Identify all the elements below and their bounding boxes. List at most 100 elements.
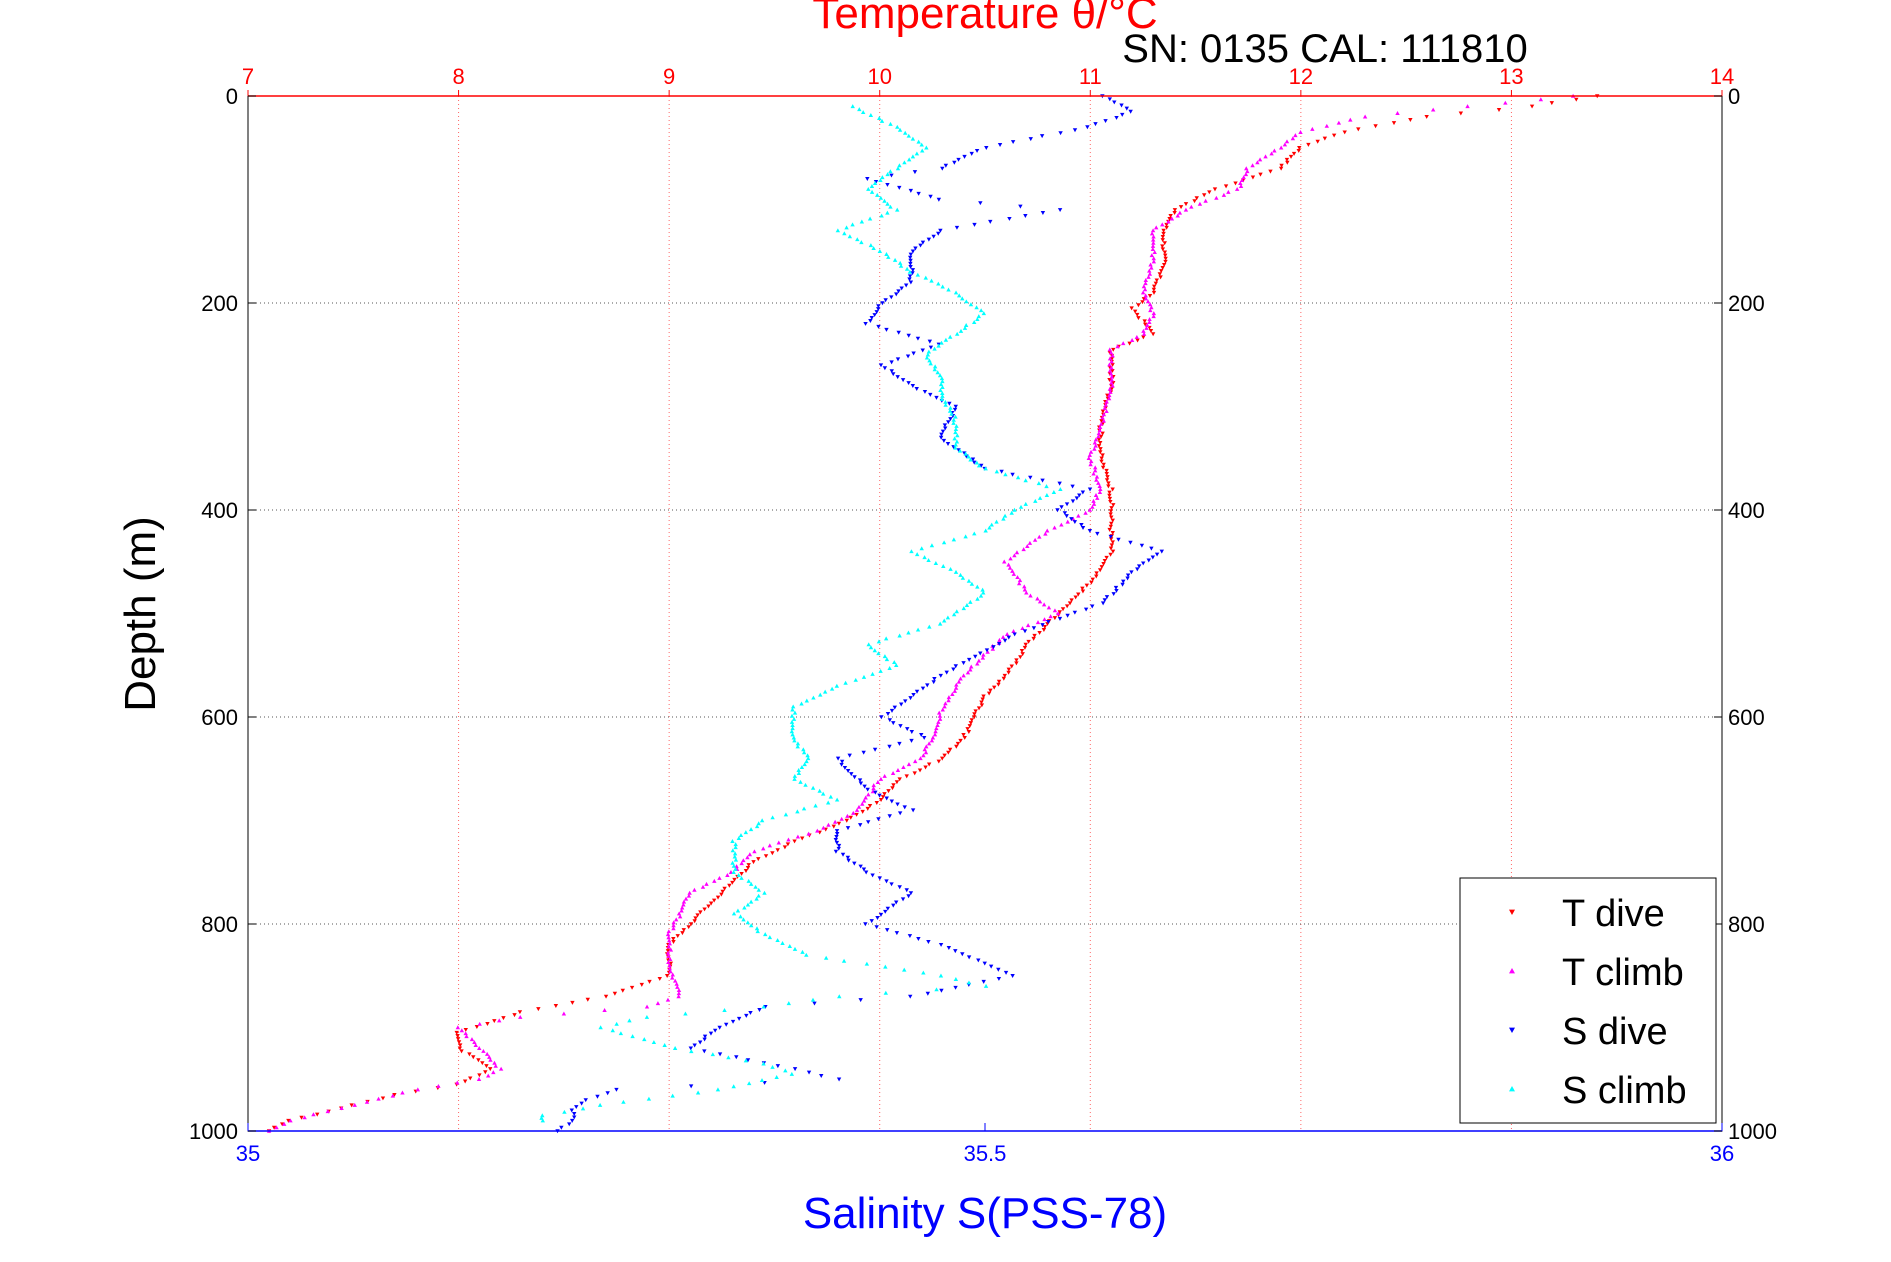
data-point [1026, 639, 1031, 644]
data-point [671, 926, 676, 931]
data-point [1027, 540, 1033, 545]
data-point [1045, 528, 1050, 533]
data-point [1121, 579, 1126, 584]
data-point [981, 311, 987, 316]
data-point [996, 976, 1002, 981]
data-point [670, 1093, 675, 1098]
data-point [1093, 493, 1099, 497]
data-point [792, 773, 798, 778]
data-point [1096, 480, 1101, 485]
data-point [798, 779, 803, 784]
data-point [1104, 409, 1109, 414]
data-point [991, 645, 996, 650]
data-point [795, 809, 800, 814]
data-point [1037, 599, 1043, 604]
data-point [1144, 325, 1149, 330]
data-point [894, 931, 900, 936]
data-point [1102, 405, 1107, 410]
data-point [786, 1001, 792, 1006]
data-point [1109, 359, 1114, 364]
data-point [975, 596, 980, 601]
data-point [996, 967, 1001, 972]
data-point [1041, 628, 1047, 632]
data-point [1161, 228, 1166, 233]
data-point [1197, 201, 1203, 206]
data-point [932, 677, 937, 681]
data-point [1086, 456, 1092, 461]
data-point [875, 780, 881, 784]
data-point [954, 682, 959, 687]
data-point [1152, 250, 1157, 255]
data-point [476, 1058, 481, 1063]
data-point [1001, 676, 1007, 681]
data-point [1152, 284, 1157, 289]
legend-box [1459, 877, 1717, 1124]
data-point [655, 1001, 661, 1006]
data-point [968, 599, 973, 604]
data-point [983, 983, 989, 988]
data-point [1055, 508, 1060, 513]
data-point [791, 735, 797, 740]
data-point [688, 1084, 694, 1089]
data-point [1057, 616, 1063, 621]
data-point [942, 618, 947, 623]
data-point [1150, 243, 1156, 248]
data-point [1135, 338, 1140, 343]
data-point [644, 1014, 650, 1019]
data-point [972, 531, 977, 536]
data-point [1141, 561, 1146, 566]
data-point [1147, 268, 1152, 273]
data-point [948, 417, 953, 422]
y-tick-label-left: 200 [201, 291, 238, 316]
data-point [829, 686, 835, 691]
data-point [676, 994, 681, 999]
data-point [1107, 386, 1113, 391]
data-point [885, 172, 890, 177]
data-point [971, 320, 977, 324]
data-point [492, 1060, 497, 1065]
data-point [1070, 484, 1075, 489]
data-point [800, 836, 805, 841]
data-point [736, 836, 742, 841]
data-point [791, 716, 797, 721]
data-point [1087, 452, 1093, 457]
data-point [1020, 652, 1025, 657]
data-point [774, 1074, 779, 1079]
data-point [1052, 525, 1057, 530]
data-point [834, 797, 840, 802]
data-point [595, 1094, 600, 1099]
data-point [966, 980, 972, 985]
data-point [919, 732, 924, 737]
data-point [978, 201, 983, 206]
data-point [1160, 244, 1165, 249]
data-point [921, 735, 927, 740]
data-point [666, 929, 672, 934]
data-point [1012, 507, 1017, 512]
data-point [1098, 440, 1103, 445]
data-point [732, 854, 738, 859]
data-point [813, 803, 818, 808]
data-point [1107, 362, 1112, 367]
data-point [1052, 616, 1058, 621]
data-point [884, 796, 889, 801]
data-point [1113, 585, 1119, 590]
data-point [874, 310, 879, 315]
data-point [983, 528, 988, 533]
data-point [891, 783, 896, 788]
data-point [906, 762, 912, 767]
data-point [1110, 549, 1116, 554]
data-point [1238, 181, 1243, 185]
data-point [883, 636, 889, 641]
data-point [1306, 142, 1311, 147]
data-point [949, 411, 954, 416]
data-point [681, 928, 686, 933]
data-point [804, 698, 810, 703]
data-point [676, 911, 682, 916]
data-point [877, 876, 882, 881]
top-tick-label: 13 [1499, 64, 1523, 89]
data-point [675, 934, 680, 939]
data-point [858, 823, 863, 828]
data-point [665, 997, 671, 1002]
data-point [939, 432, 944, 437]
